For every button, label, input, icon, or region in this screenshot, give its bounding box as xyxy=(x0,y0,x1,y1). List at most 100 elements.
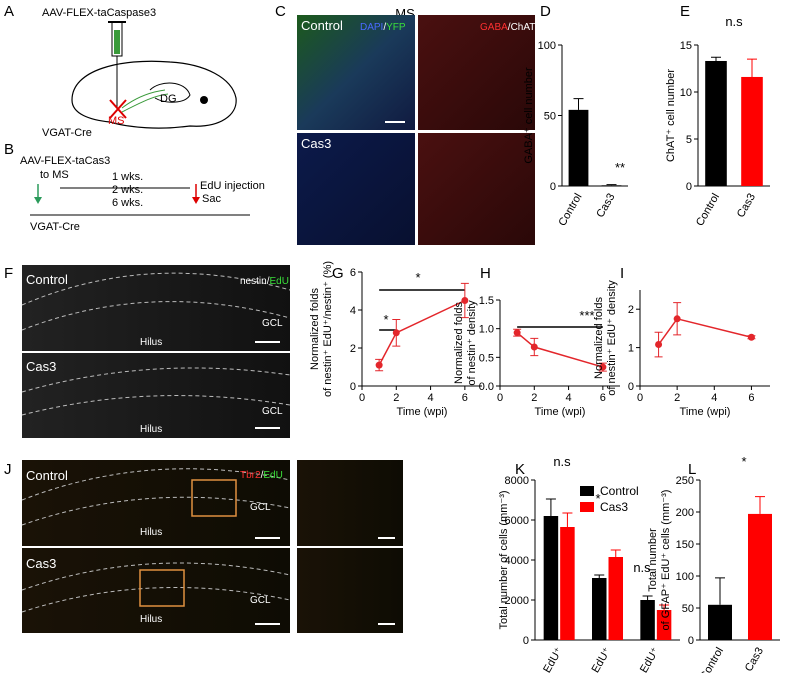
panel-c: MS Control DAPI/YFP GABA/ChAT Cas3 xyxy=(297,6,535,245)
y-tick-label: 50 xyxy=(682,603,694,615)
panel-label: L xyxy=(688,461,696,478)
y-tick-label: 200 xyxy=(676,507,694,519)
layer-boundary xyxy=(21,272,291,331)
stain-sep: / xyxy=(261,470,264,481)
error-bar xyxy=(545,498,556,516)
interval-label: 1 wks. xyxy=(112,171,143,183)
x-tick-label: Control xyxy=(556,192,584,229)
y-tick-label: 6000 xyxy=(505,515,529,527)
error-bar xyxy=(747,58,757,77)
stain: EdU xyxy=(269,276,288,287)
zoom-box xyxy=(191,479,237,517)
y-axis-label: ChAT⁺ cell number xyxy=(665,69,677,162)
panel-label: I xyxy=(620,265,624,282)
y-tick-label: 0.5 xyxy=(479,352,494,364)
significance: * xyxy=(415,270,420,285)
significance: n.s xyxy=(725,14,743,29)
y-tick-label: 150 xyxy=(676,539,694,551)
bar xyxy=(543,516,559,640)
layer-boundary xyxy=(21,562,291,613)
y-tick-label: 0.0 xyxy=(479,381,494,393)
y-tick-label: 50 xyxy=(544,111,556,123)
panel-a: AAV-FLEX-taCaspase3 DG MS VGAT-Cre xyxy=(42,7,237,139)
y-tick-label: 250 xyxy=(676,475,694,487)
y-axis-label: of nestin⁺ EdU⁺/nestin⁺ (%) xyxy=(322,261,334,397)
y-tick-label: 10 xyxy=(680,87,692,99)
stain: nestin xyxy=(240,276,267,287)
x-tick-label: 4 xyxy=(566,392,572,404)
x-tick-label: Tbr2⁺ EdU⁺ xyxy=(574,645,614,673)
error-bar xyxy=(573,98,584,110)
point xyxy=(375,361,383,369)
error-bar xyxy=(606,184,617,186)
line xyxy=(657,317,752,345)
stain: GABA xyxy=(480,22,508,33)
x-tick-label: 0 xyxy=(637,392,643,404)
y-axis-label: Total number of cells (mm⁻³) xyxy=(498,490,510,629)
layer-boundary xyxy=(21,468,291,526)
y-axis-label: Normalized folds xyxy=(453,302,465,384)
y-axis-label: of nestin⁺ EdU⁺ density xyxy=(606,280,618,396)
panel-labels: A B C D E F G H I J K L xyxy=(4,3,696,478)
y-axis-label: GABA⁺ cell number xyxy=(523,67,535,164)
point xyxy=(392,329,400,337)
y-tick-label: 2 xyxy=(350,343,356,355)
region-label: Hilus xyxy=(140,337,162,348)
error-bar xyxy=(715,577,725,605)
panel-label: K xyxy=(515,461,525,478)
region-label: Hilus xyxy=(140,424,162,435)
bar xyxy=(748,513,772,640)
injection-label: EdU injection xyxy=(200,180,265,192)
bar xyxy=(568,109,589,186)
virus-label: AAV-FLEX-taCaspase3 xyxy=(42,7,156,19)
y-tick-label: 0 xyxy=(628,381,634,393)
group-label: Control xyxy=(26,468,68,483)
x-tick-label: 2 xyxy=(674,392,680,404)
significance: * xyxy=(595,491,600,506)
y-tick-label: 0 xyxy=(688,635,694,647)
panel-b: AAV-FLEX-taCas3 to MS 1 wks. 2 wks. 6 wk… xyxy=(20,155,265,233)
bar xyxy=(656,610,672,640)
x-tick-label: 4 xyxy=(428,392,434,404)
x-tick-label: 2 xyxy=(393,392,399,404)
y-tick-label: 5 xyxy=(686,134,692,146)
micrograph-zoom xyxy=(297,548,403,633)
panel-label: H xyxy=(480,265,491,282)
legend-label: Control xyxy=(600,484,639,498)
significance: n.s xyxy=(633,560,651,575)
group-label: Cas3 xyxy=(301,136,331,151)
bar xyxy=(705,60,727,187)
group-label: Control xyxy=(301,18,343,33)
significance: * xyxy=(741,454,746,469)
x-tick-label: Cas3 xyxy=(743,646,766,673)
legend-swatch xyxy=(580,486,594,496)
sac-label: Sac xyxy=(202,193,221,205)
x-tick-label: 0 xyxy=(497,392,503,404)
significance: ** xyxy=(615,160,625,175)
region-label: Hilus xyxy=(140,527,162,538)
x-tick-label: 6 xyxy=(748,392,754,404)
point xyxy=(513,329,521,337)
stain: Tbr2 xyxy=(240,470,261,481)
x-tick-label: 0 xyxy=(359,392,365,404)
x-tick-label: DCX⁺ EdU⁺ xyxy=(622,645,662,673)
x-axis-label: Time (wpi) xyxy=(397,406,448,418)
error-bar xyxy=(755,496,765,514)
layer-label: GCL xyxy=(250,502,271,513)
significance: * xyxy=(383,312,388,327)
x-tick-label: Control xyxy=(694,192,722,229)
mouse-label: VGAT-Cre xyxy=(30,221,80,233)
region-label: Hilus xyxy=(140,614,162,625)
target-label: to MS xyxy=(40,169,69,181)
layer-boundary xyxy=(21,367,291,416)
stain-label: nestin/EdU xyxy=(240,276,289,287)
significance: n.s xyxy=(553,454,571,469)
micrograph xyxy=(22,548,290,633)
error-bar xyxy=(562,512,573,527)
point xyxy=(673,315,681,323)
layer-label: GCL xyxy=(262,318,283,329)
brain-outline xyxy=(71,60,237,129)
cerebellum-mark xyxy=(200,96,208,104)
point xyxy=(599,363,607,371)
